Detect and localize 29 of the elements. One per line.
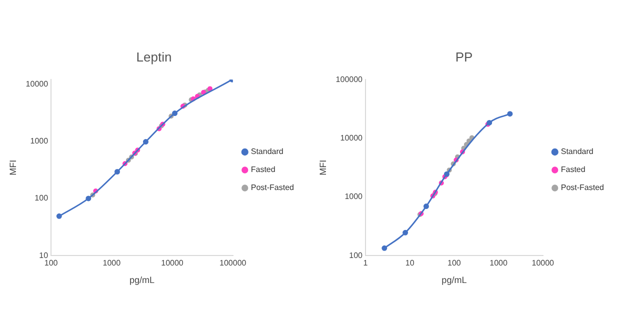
legend-label: Fasted: [250, 165, 276, 174]
y-tick-label: 100000: [336, 74, 364, 84]
x-tick-label: 100000: [220, 258, 247, 268]
y-axis-title: MFI: [318, 160, 328, 176]
y-tick-label: 1000: [344, 192, 364, 202]
chart-title: Leptin: [136, 49, 172, 64]
y-tick-label: 10000: [340, 133, 364, 142]
x-tick-label: 100: [44, 258, 58, 268]
legend-label: Standard: [560, 147, 594, 156]
legend-label: Standard: [250, 147, 284, 156]
y-tick-label: 100: [34, 194, 49, 203]
legend-label: Fasted: [560, 165, 586, 174]
y-tick-label: 10000: [26, 79, 49, 88]
y-axis-title: MFI: [8, 160, 18, 176]
x-tick-label: 1000: [490, 258, 508, 268]
x-tick-label: 100: [448, 258, 462, 268]
chart-title: PP: [455, 49, 473, 64]
x-tick-label: 1000: [102, 258, 122, 268]
y-tick-label: 1000: [30, 136, 49, 146]
x-axis-title: pg/mL: [129, 275, 154, 286]
y-tick-label: 10: [39, 250, 49, 260]
x-tick-label: 1: [363, 258, 368, 268]
x-tick-label: 10000: [532, 258, 555, 268]
x-tick-label: 10: [405, 258, 415, 268]
legend-label: Post-Fasted: [560, 183, 604, 192]
x-tick-label: 10000: [161, 258, 184, 268]
legend-label: Post-Fasted: [250, 183, 294, 192]
x-axis-title: pg/mL: [442, 275, 467, 286]
y-tick-label: 100: [349, 250, 364, 260]
